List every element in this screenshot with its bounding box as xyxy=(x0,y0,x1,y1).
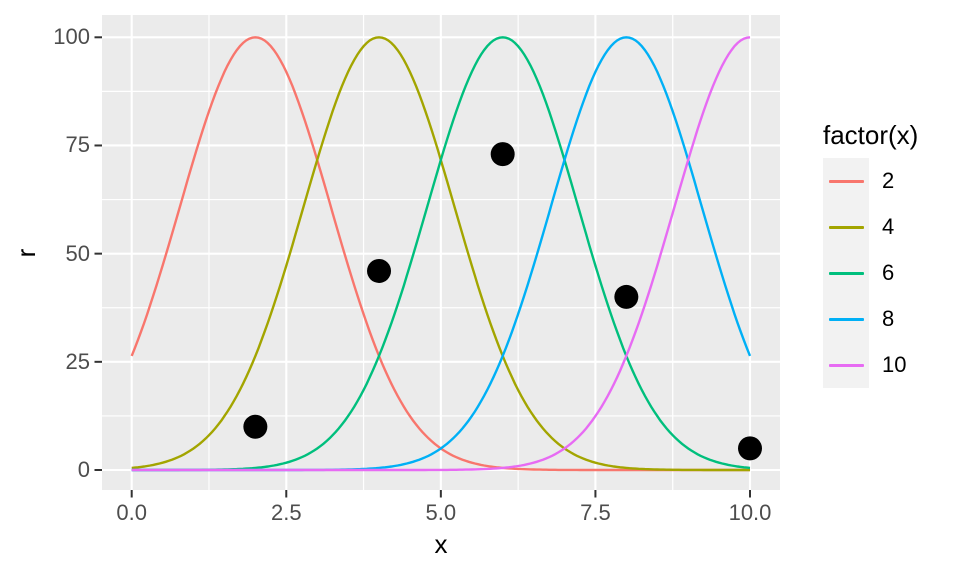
x-tick-label: 5.0 xyxy=(425,500,457,525)
legend-key xyxy=(823,158,869,204)
scatter-point xyxy=(614,284,639,309)
legend-entries: 2 4 6 8 10 xyxy=(823,158,918,388)
legend-label: 10 xyxy=(882,352,907,377)
scatter-point xyxy=(367,258,392,283)
legend-key xyxy=(823,342,869,388)
legend-label: 8 xyxy=(882,306,895,331)
legend-key xyxy=(823,296,869,342)
legend-entry: 4 xyxy=(823,204,918,250)
legend: factor(x) 2 4 6 8 10 xyxy=(823,121,918,388)
legend-entry: 2 xyxy=(823,158,918,204)
legend-key xyxy=(823,250,869,296)
legend-label: 2 xyxy=(882,168,895,193)
series-curve-10 xyxy=(131,36,751,472)
x-axis-title: x xyxy=(434,529,448,559)
x-tick-label: 2.5 xyxy=(270,500,302,525)
x-tick-label: 10.0 xyxy=(728,500,772,525)
y-tick-label: 75 xyxy=(65,132,90,158)
x-tick-label: 7.5 xyxy=(580,500,611,525)
scatter-point xyxy=(243,414,268,439)
scatter-point xyxy=(738,436,762,461)
legend-entry: 6 xyxy=(823,250,918,296)
legend-key-line xyxy=(828,179,864,183)
legend-key-line xyxy=(828,317,864,321)
legend-key-line xyxy=(828,271,864,275)
y-tick-label: 100 xyxy=(53,24,90,50)
legend-key-line xyxy=(828,225,864,229)
legend-title: factor(x) xyxy=(823,120,919,150)
y-tick-label: 0 xyxy=(77,457,90,482)
scatter-point xyxy=(490,142,515,167)
x-tick-label: 0.0 xyxy=(116,500,147,525)
legend-label: 6 xyxy=(882,260,895,285)
y-tick-label: 25 xyxy=(65,348,90,374)
y-tick-label: 50 xyxy=(65,240,90,266)
legend-key xyxy=(823,204,869,250)
legend-entry: 8 xyxy=(823,296,918,342)
legend-key-line xyxy=(828,363,864,367)
legend-label: 4 xyxy=(882,214,895,239)
legend-entry: 10 xyxy=(823,342,918,388)
